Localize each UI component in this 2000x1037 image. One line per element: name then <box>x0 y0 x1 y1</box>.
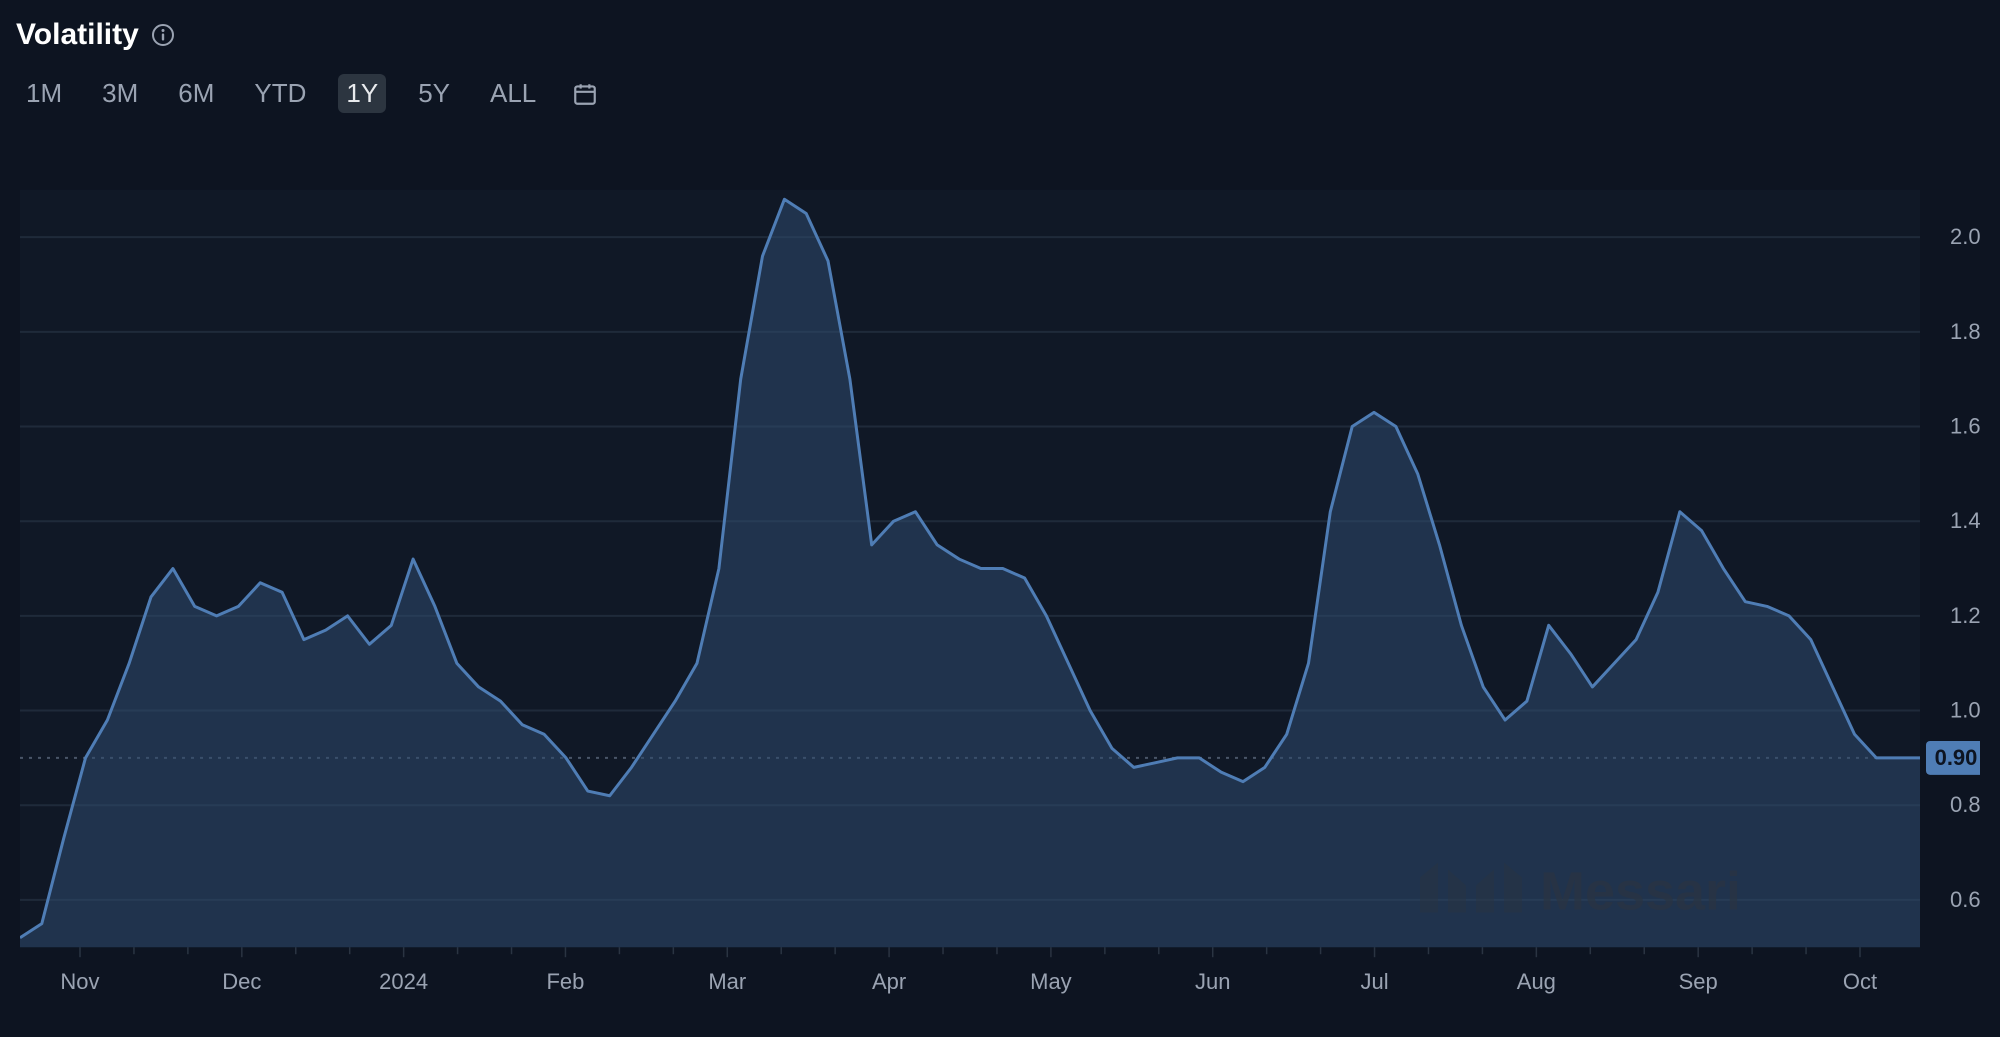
x-axis-label: Feb <box>547 969 585 994</box>
y-axis-label: 1.60 <box>1950 414 1980 439</box>
x-axis-label: Oct <box>1843 969 1877 994</box>
range-5y[interactable]: 5Y <box>410 74 458 113</box>
svg-text:Messari: Messari <box>1540 861 1741 921</box>
y-axis-label: 1.20 <box>1950 603 1980 628</box>
x-axis-label: Mar <box>708 969 746 994</box>
range-1y[interactable]: 1Y <box>338 74 386 113</box>
page-title: Volatility <box>16 18 139 52</box>
x-axis-label: May <box>1030 969 1072 994</box>
timerange-selector: 1M 3M 6M YTD 1Y 5Y ALL <box>0 60 2000 113</box>
info-icon[interactable] <box>151 23 175 47</box>
x-axis-label: Jul <box>1360 969 1388 994</box>
calendar-icon[interactable] <box>572 81 598 107</box>
y-axis-label: 0.80 <box>1950 792 1980 817</box>
y-axis-label: 1.40 <box>1950 508 1980 533</box>
y-axis-label: 1.80 <box>1950 319 1980 344</box>
x-axis-label: Dec <box>222 969 261 994</box>
volatility-chart: 0.60 0.80 1.00 1.20 1.40 1.60 1.80 2.00 Nov Dec 20… <box>20 140 1980 1017</box>
x-axis-label: Apr <box>872 969 906 994</box>
range-ytd[interactable]: YTD <box>246 74 314 113</box>
y-axis-label: 0.60 <box>1950 887 1980 912</box>
y-axis-label: 2.00 <box>1950 224 1980 249</box>
x-axis-label: Jun <box>1195 969 1230 994</box>
range-1m[interactable]: 1M <box>18 74 70 113</box>
range-6m[interactable]: 6M <box>170 74 222 113</box>
range-3m[interactable]: 3M <box>94 74 146 113</box>
svg-text:0.90: 0.90 <box>1935 745 1978 770</box>
x-axis-label: 2024 <box>379 969 428 994</box>
x-axis-label: Sep <box>1679 969 1718 994</box>
y-axis-label: 1.00 <box>1950 698 1980 723</box>
x-axis-label: Aug <box>1517 969 1556 994</box>
range-all[interactable]: ALL <box>482 74 544 113</box>
x-axis-label: Nov <box>60 969 99 994</box>
